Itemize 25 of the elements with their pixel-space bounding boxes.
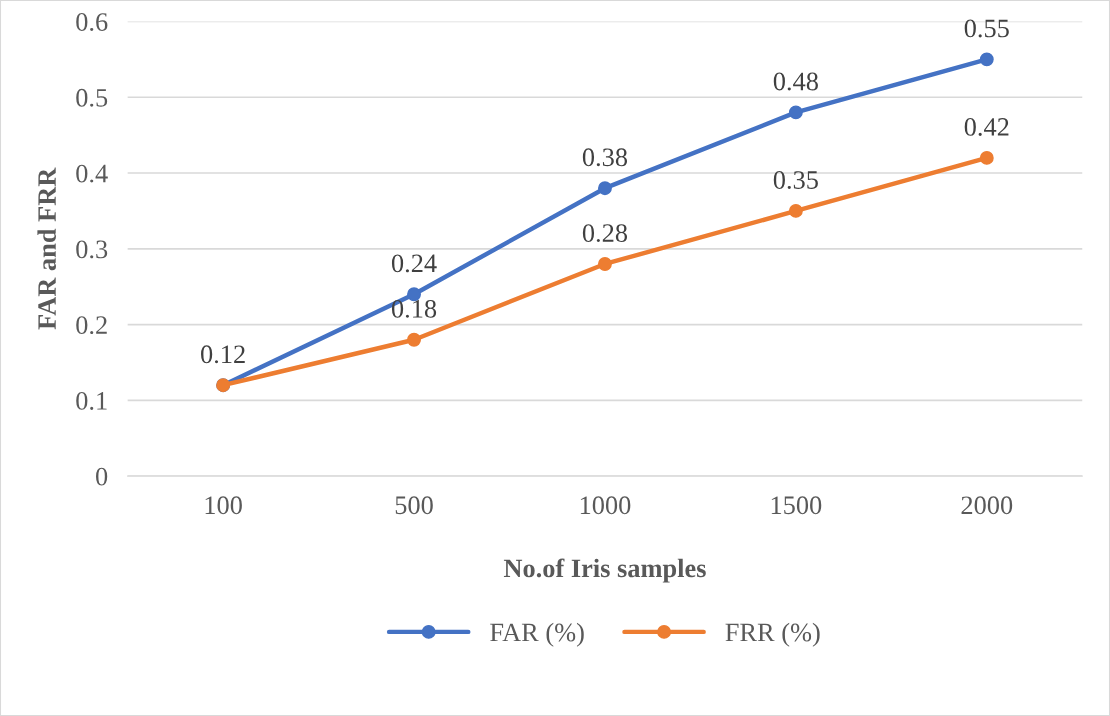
data-label: 0.24 [391,254,437,273]
y-tick-label: 0.4 [76,164,108,183]
x-tick-label: 1000 [580,496,631,515]
data-label: 0.42 [964,118,1009,136]
x-tick-label: 500 [395,496,433,515]
x-tick-label: 100 [205,496,242,515]
data-label: 0.28 [582,224,628,243]
data-label: 0.55 [964,19,1009,38]
data-label: 0.35 [773,171,818,190]
data-label: 0.38 [582,148,628,167]
x-axis-title: No.of Iris samples [503,558,706,583]
y-tick-label: 0.1 [76,391,107,410]
legend-label: FAR (%) [490,622,584,647]
y-tick-label: 0.3 [76,240,108,259]
x-tick-label: 1500 [771,496,822,515]
y-tick-label: 0.2 [76,316,107,335]
y-tick-label: 0.5 [76,88,108,107]
y-tick-label: 0.6 [76,13,108,32]
x-tick-label: 2000 [961,496,1013,515]
y-tick-label: 0 [96,467,108,486]
data-label: 0.12 [201,345,245,364]
legend-label: FRR (%) [725,622,820,647]
data-label: 0.18 [391,299,437,318]
y-axis-title: FAR and FRR [37,167,56,330]
data-label: 0.48 [773,72,818,91]
